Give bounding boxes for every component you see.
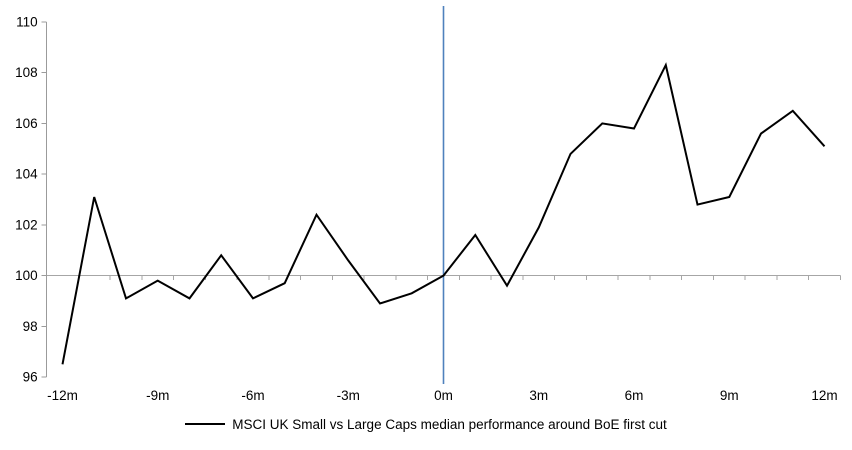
legend-label: MSCI UK Small vs Large Caps median perfo…: [232, 416, 667, 432]
y-axis: 96 98 100 102 104 106 108 110: [15, 15, 48, 385]
x-tick-label: 3m: [529, 388, 548, 403]
series-line: [61, 62, 826, 365]
x-tick-label: 0m: [434, 388, 453, 403]
x-tick-label: -6m: [241, 388, 264, 403]
x-tick-label: -12m: [47, 388, 78, 403]
y-tick-label: 108: [15, 65, 38, 80]
y-tick-label: 104: [15, 167, 38, 182]
x-tick-label: 12m: [811, 388, 837, 403]
legend: MSCI UK Small vs Large Caps median perfo…: [0, 414, 852, 434]
x-tick-label: -3m: [337, 388, 360, 403]
x-tick-label: 9m: [720, 388, 739, 403]
y-tick-label: 106: [15, 116, 38, 131]
x-tick-label: 6m: [625, 388, 644, 403]
y-tick-label: 100: [15, 268, 38, 283]
y-tick-label: 98: [23, 319, 38, 334]
y-tick-label: 110: [16, 15, 38, 30]
legend-line-marker: [185, 423, 226, 425]
x-tick-label: -9m: [146, 388, 169, 403]
x-axis-labels: -12m -9m -6m -3m 0m 3m 6m 9m 12m: [47, 388, 838, 403]
y-tick-label: 96: [23, 370, 38, 385]
y-tick-label: 102: [15, 217, 38, 232]
